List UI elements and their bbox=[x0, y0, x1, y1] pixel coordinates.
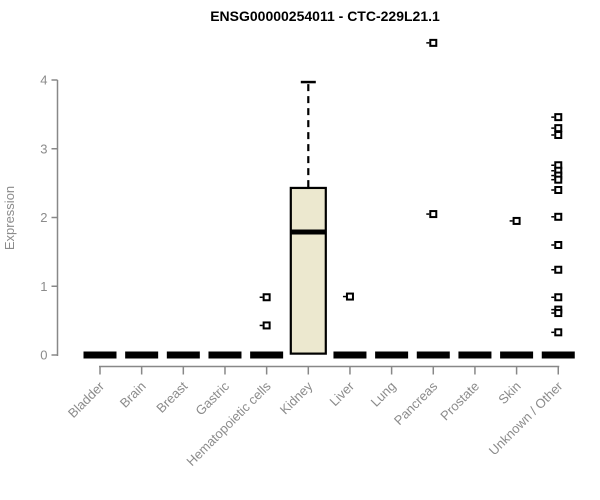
outlier-point bbox=[429, 38, 438, 47]
y-tick-label: 0 bbox=[40, 348, 47, 363]
collapsed-box-prostate bbox=[458, 351, 492, 359]
x-category-label: Gastric bbox=[192, 378, 232, 418]
x-category-label: Brain bbox=[117, 379, 149, 411]
x-category-label: Unknown / Other bbox=[486, 378, 566, 458]
outlier-point bbox=[554, 328, 563, 337]
outlier-point bbox=[554, 293, 563, 302]
collapsed-box-pancreas bbox=[416, 351, 450, 359]
outlier-point bbox=[345, 292, 354, 301]
outlier-point bbox=[554, 131, 563, 139]
x-category-label: Skin bbox=[495, 379, 523, 407]
collapsed-box-bladder bbox=[83, 351, 117, 359]
y-tick-label: 4 bbox=[40, 73, 47, 88]
collapsed-box-unknown-other bbox=[541, 351, 575, 359]
collapsed-box-gastric bbox=[208, 351, 242, 359]
outlier-point bbox=[554, 113, 563, 122]
outlier-point bbox=[554, 309, 563, 318]
collapsed-box-lung bbox=[375, 351, 409, 359]
x-category-label: Prostate bbox=[437, 379, 482, 424]
outlier-point bbox=[429, 210, 438, 219]
x-category-label: Pancreas bbox=[391, 378, 441, 428]
outlier-point bbox=[554, 124, 563, 133]
outlier-point bbox=[554, 212, 563, 221]
box-kidney bbox=[289, 186, 327, 355]
outlier-point bbox=[554, 175, 563, 184]
collapsed-box-brain bbox=[125, 351, 159, 359]
collapsed-box-skin bbox=[500, 351, 534, 359]
x-category-label: Liver bbox=[327, 378, 358, 409]
y-tick-label: 1 bbox=[40, 279, 47, 294]
collapsed-box-liver bbox=[333, 351, 367, 359]
x-category-label: Lung bbox=[368, 379, 399, 410]
y-tick-label: 2 bbox=[40, 210, 47, 225]
outlier-point bbox=[512, 216, 521, 225]
outlier-point bbox=[554, 241, 563, 249]
x-category-label: Breast bbox=[153, 378, 190, 415]
outlier-point bbox=[262, 321, 271, 330]
collapsed-box-breast bbox=[166, 351, 200, 359]
outlier-point bbox=[554, 186, 563, 194]
y-tick-label: 3 bbox=[40, 141, 47, 156]
y-axis-title: Expression bbox=[2, 186, 17, 250]
collapsed-box-hematopoietic-cells bbox=[250, 351, 284, 359]
outlier-point bbox=[554, 265, 563, 274]
outlier-point bbox=[262, 293, 271, 302]
x-category-label: Kidney bbox=[277, 378, 316, 417]
x-category-label: Bladder bbox=[65, 378, 108, 421]
chart-title: ENSG00000254011 - CTC-229L21.1 bbox=[210, 8, 440, 24]
